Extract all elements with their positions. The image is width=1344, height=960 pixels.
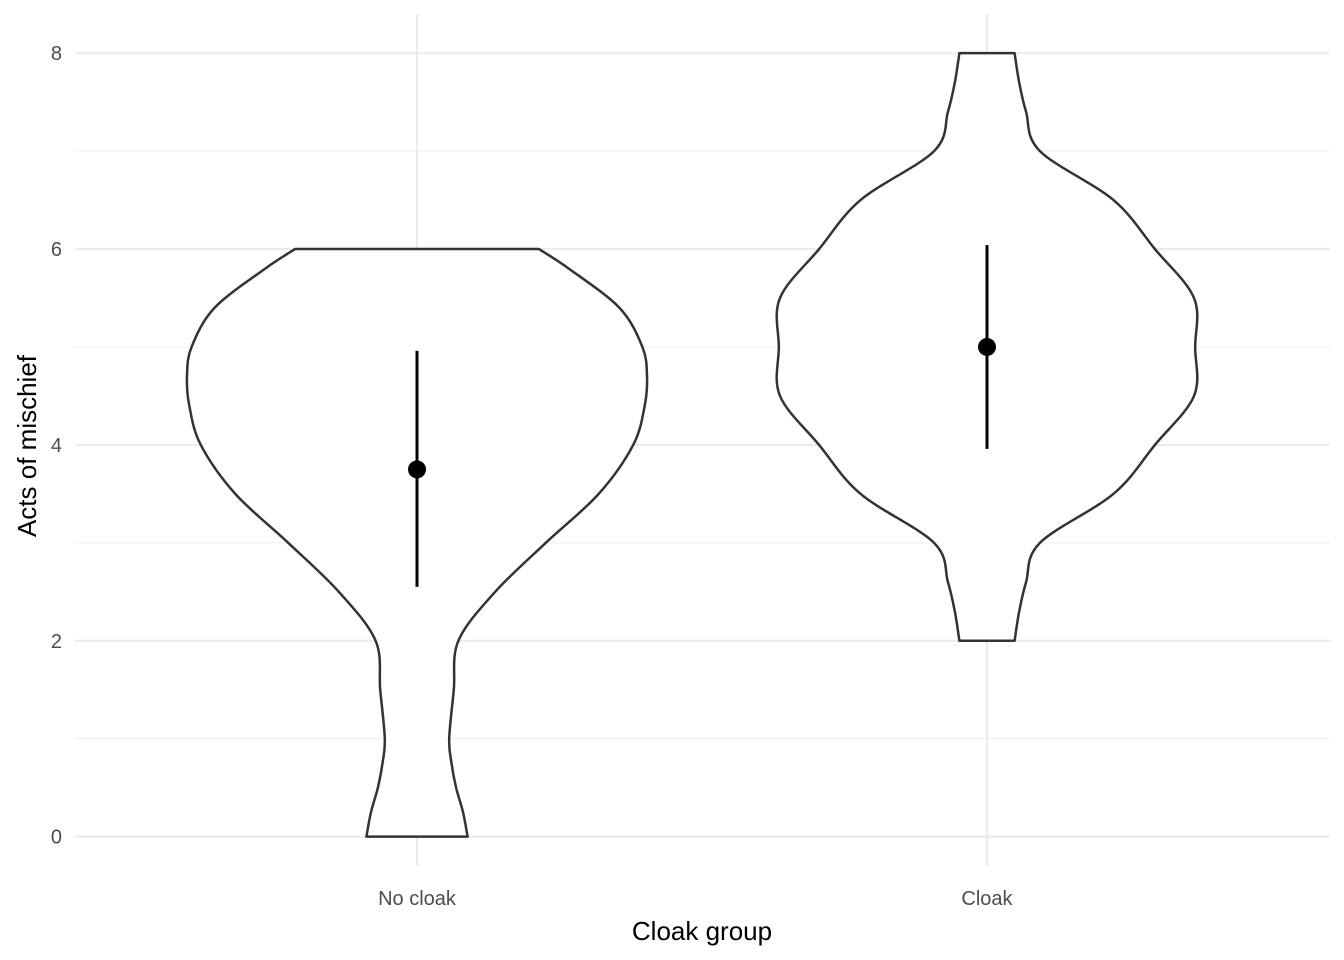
mean-point (978, 337, 996, 356)
x-axis-title: Cloak group (632, 916, 772, 946)
x-tick-label: Cloak (961, 888, 1013, 910)
y-tick-label: 4 (51, 435, 62, 457)
y-tick-label: 8 (51, 43, 62, 65)
tick-label-layer: 0 2 4 6 8 No cloak Cloak (51, 43, 1014, 910)
y-axis-title: Acts of mischief (12, 354, 42, 537)
y-tick-label: 0 (51, 827, 62, 849)
y-tick-label: 2 (51, 631, 62, 653)
y-tick-label: 6 (51, 239, 62, 261)
mean-point (408, 460, 426, 479)
summary-layer (408, 245, 996, 587)
x-tick-label: No cloak (378, 888, 457, 910)
